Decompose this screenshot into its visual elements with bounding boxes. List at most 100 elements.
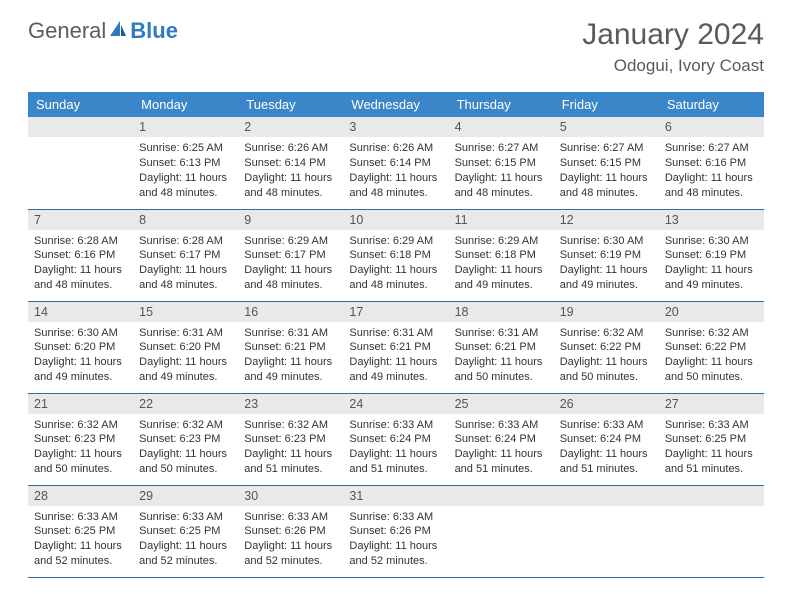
- sunset-text: Sunset: 6:21 PM: [244, 340, 337, 355]
- sunrise-text: Sunrise: 6:32 AM: [139, 418, 232, 433]
- day-details: Sunrise: 6:29 AMSunset: 6:18 PMDaylight:…: [343, 230, 448, 299]
- sunset-text: Sunset: 6:25 PM: [139, 524, 232, 539]
- sunset-text: Sunset: 6:21 PM: [349, 340, 442, 355]
- sunrise-text: Sunrise: 6:33 AM: [34, 510, 127, 525]
- day-number: 12: [554, 210, 659, 230]
- daylight-text: Daylight: 11 hours: [455, 263, 548, 278]
- daylight-text: and 49 minutes.: [244, 370, 337, 385]
- sunrise-text: Sunrise: 6:33 AM: [455, 418, 548, 433]
- sunrise-text: Sunrise: 6:31 AM: [455, 326, 548, 341]
- day-number: 2: [238, 117, 343, 137]
- daylight-text: and 51 minutes.: [455, 462, 548, 477]
- day-details: Sunrise: 6:29 AMSunset: 6:18 PMDaylight:…: [449, 230, 554, 299]
- day-number: 29: [133, 486, 238, 506]
- daylight-text: and 48 minutes.: [244, 186, 337, 201]
- month-title: January 2024: [582, 18, 764, 52]
- day-details: Sunrise: 6:30 AMSunset: 6:19 PMDaylight:…: [659, 230, 764, 299]
- calendar-cell: 5Sunrise: 6:27 AMSunset: 6:15 PMDaylight…: [554, 117, 659, 209]
- day-number: 11: [449, 210, 554, 230]
- daylight-text: and 48 minutes.: [244, 278, 337, 293]
- empty-day: [449, 486, 554, 506]
- daylight-text: and 51 minutes.: [349, 462, 442, 477]
- sunset-text: Sunset: 6:20 PM: [139, 340, 232, 355]
- day-number: 23: [238, 394, 343, 414]
- calendar-cell: 24Sunrise: 6:33 AMSunset: 6:24 PMDayligh…: [343, 393, 448, 485]
- calendar-week: 7Sunrise: 6:28 AMSunset: 6:16 PMDaylight…: [28, 209, 764, 301]
- daylight-text: and 48 minutes.: [34, 278, 127, 293]
- daylight-text: Daylight: 11 hours: [34, 263, 127, 278]
- calendar-cell: 7Sunrise: 6:28 AMSunset: 6:16 PMDaylight…: [28, 209, 133, 301]
- day-details: Sunrise: 6:32 AMSunset: 6:22 PMDaylight:…: [554, 322, 659, 391]
- day-details: Sunrise: 6:33 AMSunset: 6:24 PMDaylight:…: [449, 414, 554, 483]
- weekday-row: Sunday Monday Tuesday Wednesday Thursday…: [28, 92, 764, 117]
- sunset-text: Sunset: 6:17 PM: [244, 248, 337, 263]
- sunset-text: Sunset: 6:19 PM: [665, 248, 758, 263]
- sunset-text: Sunset: 6:23 PM: [139, 432, 232, 447]
- sunrise-text: Sunrise: 6:25 AM: [139, 141, 232, 156]
- sunrise-text: Sunrise: 6:32 AM: [244, 418, 337, 433]
- day-number: 21: [28, 394, 133, 414]
- daylight-text: and 50 minutes.: [665, 370, 758, 385]
- day-number: 19: [554, 302, 659, 322]
- calendar-body: 1Sunrise: 6:25 AMSunset: 6:13 PMDaylight…: [28, 117, 764, 577]
- day-number: 22: [133, 394, 238, 414]
- sunset-text: Sunset: 6:24 PM: [455, 432, 548, 447]
- daylight-text: Daylight: 11 hours: [560, 447, 653, 462]
- daylight-text: Daylight: 11 hours: [560, 171, 653, 186]
- weekday-header: Tuesday: [238, 92, 343, 117]
- daylight-text: Daylight: 11 hours: [560, 263, 653, 278]
- daylight-text: Daylight: 11 hours: [349, 539, 442, 554]
- sunrise-text: Sunrise: 6:30 AM: [560, 234, 653, 249]
- day-details: Sunrise: 6:33 AMSunset: 6:25 PMDaylight:…: [28, 506, 133, 575]
- day-details: Sunrise: 6:32 AMSunset: 6:23 PMDaylight:…: [238, 414, 343, 483]
- day-number: 7: [28, 210, 133, 230]
- day-number: 3: [343, 117, 448, 137]
- daylight-text: Daylight: 11 hours: [244, 539, 337, 554]
- calendar-cell: [449, 485, 554, 577]
- calendar-cell: 1Sunrise: 6:25 AMSunset: 6:13 PMDaylight…: [133, 117, 238, 209]
- day-number: 5: [554, 117, 659, 137]
- weekday-header: Thursday: [449, 92, 554, 117]
- sunset-text: Sunset: 6:25 PM: [34, 524, 127, 539]
- sunrise-text: Sunrise: 6:33 AM: [349, 510, 442, 525]
- calendar-cell: 30Sunrise: 6:33 AMSunset: 6:26 PMDayligh…: [238, 485, 343, 577]
- calendar-cell: 15Sunrise: 6:31 AMSunset: 6:20 PMDayligh…: [133, 301, 238, 393]
- daylight-text: and 48 minutes.: [139, 278, 232, 293]
- daylight-text: Daylight: 11 hours: [34, 447, 127, 462]
- calendar-cell: 16Sunrise: 6:31 AMSunset: 6:21 PMDayligh…: [238, 301, 343, 393]
- daylight-text: and 52 minutes.: [139, 554, 232, 569]
- calendar-week: 1Sunrise: 6:25 AMSunset: 6:13 PMDaylight…: [28, 117, 764, 209]
- calendar-cell: 14Sunrise: 6:30 AMSunset: 6:20 PMDayligh…: [28, 301, 133, 393]
- sunrise-text: Sunrise: 6:31 AM: [349, 326, 442, 341]
- day-details: Sunrise: 6:29 AMSunset: 6:17 PMDaylight:…: [238, 230, 343, 299]
- calendar-cell: [659, 485, 764, 577]
- calendar-cell: [554, 485, 659, 577]
- daylight-text: Daylight: 11 hours: [139, 263, 232, 278]
- sunset-text: Sunset: 6:24 PM: [560, 432, 653, 447]
- daylight-text: and 50 minutes.: [560, 370, 653, 385]
- sunrise-text: Sunrise: 6:26 AM: [244, 141, 337, 156]
- sunrise-text: Sunrise: 6:32 AM: [560, 326, 653, 341]
- sunrise-text: Sunrise: 6:33 AM: [665, 418, 758, 433]
- calendar-cell: 13Sunrise: 6:30 AMSunset: 6:19 PMDayligh…: [659, 209, 764, 301]
- sunset-text: Sunset: 6:13 PM: [139, 156, 232, 171]
- calendar-week: 28Sunrise: 6:33 AMSunset: 6:25 PMDayligh…: [28, 485, 764, 577]
- daylight-text: Daylight: 11 hours: [349, 447, 442, 462]
- daylight-text: and 50 minutes.: [34, 462, 127, 477]
- sunset-text: Sunset: 6:15 PM: [560, 156, 653, 171]
- calendar-cell: 18Sunrise: 6:31 AMSunset: 6:21 PMDayligh…: [449, 301, 554, 393]
- sunrise-text: Sunrise: 6:27 AM: [455, 141, 548, 156]
- calendar-cell: 8Sunrise: 6:28 AMSunset: 6:17 PMDaylight…: [133, 209, 238, 301]
- day-details: Sunrise: 6:33 AMSunset: 6:24 PMDaylight:…: [554, 414, 659, 483]
- sunrise-text: Sunrise: 6:29 AM: [455, 234, 548, 249]
- daylight-text: and 52 minutes.: [349, 554, 442, 569]
- sunset-text: Sunset: 6:20 PM: [34, 340, 127, 355]
- day-number: 10: [343, 210, 448, 230]
- daylight-text: Daylight: 11 hours: [455, 447, 548, 462]
- day-details: Sunrise: 6:27 AMSunset: 6:15 PMDaylight:…: [554, 137, 659, 206]
- daylight-text: Daylight: 11 hours: [349, 355, 442, 370]
- sunrise-text: Sunrise: 6:31 AM: [244, 326, 337, 341]
- day-details: Sunrise: 6:32 AMSunset: 6:22 PMDaylight:…: [659, 322, 764, 391]
- day-details: Sunrise: 6:31 AMSunset: 6:20 PMDaylight:…: [133, 322, 238, 391]
- sunrise-text: Sunrise: 6:30 AM: [34, 326, 127, 341]
